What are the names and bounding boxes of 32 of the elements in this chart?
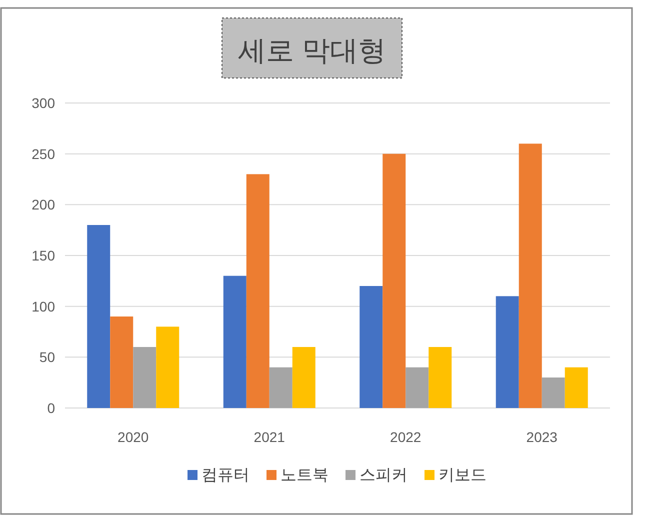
- bar: [564, 367, 588, 408]
- legend-label: 노트북: [280, 467, 328, 484]
- y-tick-label: 150: [32, 248, 56, 264]
- bar: [542, 378, 565, 408]
- x-tick-label: 2021: [254, 429, 286, 445]
- bar: [406, 367, 429, 408]
- bar: [110, 316, 134, 408]
- bar: [518, 144, 542, 408]
- x-tick-label: 2020: [118, 429, 149, 445]
- bar: [223, 276, 246, 408]
- y-tick-label: 0: [47, 400, 56, 416]
- y-tick-label: 100: [32, 298, 56, 314]
- chart-title: 세로 막대형: [238, 35, 386, 66]
- bar: [292, 347, 316, 408]
- bar: [246, 174, 270, 408]
- y-tick-label: 50: [39, 349, 56, 366]
- y-tick-label: 300: [32, 95, 56, 111]
- bar: [87, 225, 110, 408]
- bar: [133, 347, 156, 408]
- bar: [360, 286, 383, 408]
- bar: [496, 296, 519, 408]
- bar: [428, 347, 452, 408]
- x-tick-label: 2022: [390, 429, 422, 445]
- bar: [156, 326, 180, 408]
- bar: [382, 154, 406, 408]
- bar: [269, 367, 292, 408]
- y-tick-label: 200: [32, 196, 56, 213]
- y-tick-label: 250: [32, 146, 56, 162]
- legend-label: 키보드: [438, 467, 486, 484]
- legend-label: 컴퓨터: [202, 467, 250, 484]
- legend-label: 스피커: [360, 467, 408, 484]
- x-tick-label: 2023: [526, 429, 558, 445]
